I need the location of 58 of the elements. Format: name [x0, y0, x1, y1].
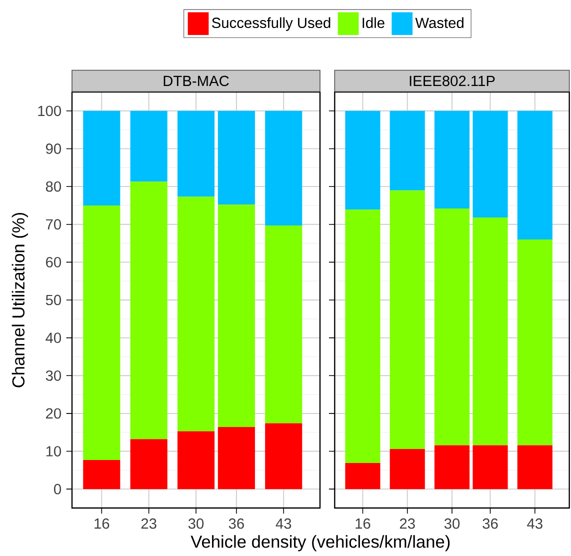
y-tick-label: 90 [46, 144, 62, 154]
bar [130, 110, 168, 182]
bar [390, 448, 425, 490]
bar [265, 423, 302, 490]
y-axis-title: Channel Utilization (%) [12, 212, 28, 388]
chart-title: DTB-MAC [164, 76, 229, 86]
x-tick-label: 16 [94, 518, 110, 529]
bar [434, 208, 470, 446]
x-tick-label: 43 [276, 518, 292, 529]
bar [472, 218, 508, 446]
legend-label: Successfully Used [212, 17, 330, 31]
bar [265, 110, 302, 226]
bar [345, 462, 380, 490]
x-axis-title: Vehicle density (vehicles/km/lane) [190, 535, 450, 552]
chart-title: IEEE802.11P [410, 76, 495, 86]
bar [517, 110, 552, 240]
bar [177, 196, 215, 432]
bar [83, 110, 120, 206]
y-tick-label: 20 [46, 408, 62, 419]
y-tick-label: 30 [46, 370, 62, 381]
bar [472, 445, 508, 490]
bar [472, 110, 508, 218]
bar [434, 445, 470, 490]
x-tick-label: 43 [527, 518, 542, 529]
x-tick-label: 30 [188, 518, 204, 529]
bar [130, 182, 168, 440]
bar [83, 460, 120, 490]
bar [130, 439, 168, 490]
y-tick-label: 70 [46, 219, 62, 230]
x-tick-label: 23 [141, 518, 156, 529]
bar [265, 225, 302, 424]
y-tick-label: 60 [46, 256, 62, 268]
legend-label: Wasted [415, 17, 464, 28]
bar [218, 110, 255, 205]
y-tick-label: 10 [46, 446, 62, 456]
bar [177, 431, 215, 490]
bar [345, 110, 380, 210]
bar [218, 427, 255, 490]
x-tick-label: 36 [228, 518, 244, 529]
y-tick-label: 80 [46, 181, 62, 192]
bar [177, 110, 215, 197]
bar [345, 210, 380, 463]
y-tick-label: 50 [46, 294, 62, 306]
bar [218, 204, 255, 428]
x-tick-label: 23 [400, 518, 415, 529]
bar [390, 110, 425, 190]
y-tick-label: 100 [38, 106, 62, 116]
y-tick-label: 40 [46, 332, 62, 343]
bar [83, 205, 120, 460]
bar [517, 445, 552, 490]
legend-label: Idle [362, 17, 384, 28]
bar [390, 190, 425, 449]
x-tick-label: 36 [482, 518, 498, 529]
x-tick-label: 30 [444, 518, 460, 529]
y-tick-label: 0 [54, 484, 62, 494]
x-tick-label: 16 [356, 518, 370, 529]
bar [517, 239, 552, 446]
bar [434, 110, 470, 208]
